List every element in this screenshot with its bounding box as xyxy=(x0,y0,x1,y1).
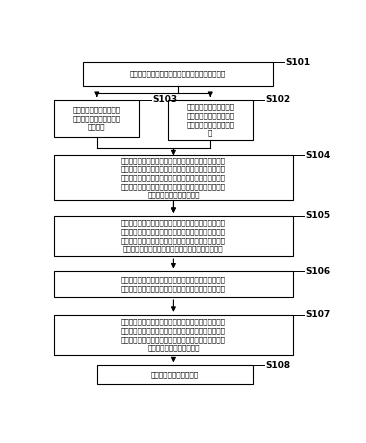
Text: S107: S107 xyxy=(305,310,330,319)
Text: S105: S105 xyxy=(305,211,330,220)
Text: S103: S103 xyxy=(152,95,177,105)
Text: 根据上述预期股债比例、用户行业配置偏好信息以及景
气行业的权重，从基础基金池、行业基金池、重仓股基
金池以及可替代基金池中选择使得基金组合股债比例趋
于上述预期: 根据上述预期股债比例、用户行业配置偏好信息以及景 气行业的权重，从基础基金池、行… xyxy=(121,319,226,351)
Text: S108: S108 xyxy=(266,361,291,370)
Bar xyxy=(97,365,253,384)
Text: S104: S104 xyxy=(305,151,330,160)
Text: 获得用户的持仓标的信息以及用户的交易行为信息: 获得用户的持仓标的信息以及用户的交易行为信息 xyxy=(130,71,226,77)
Text: 为上述用户配置基金组合: 为上述用户配置基金组合 xyxy=(151,371,199,378)
Text: 根据用户的持仓标的中基金的投资风格、用户未持有基
金的基金收益和基金风险特征，确定用户未持有基金中
与用户持有基金相匹配的第一基金，根据基金收益和基
金风险特征: 根据用户的持仓标的中基金的投资风格、用户未持有基 金的基金收益和基金风险特征，确… xyxy=(121,157,226,198)
Bar xyxy=(83,62,273,85)
Bar xyxy=(54,272,292,297)
Bar xyxy=(54,216,292,256)
Bar xyxy=(54,100,139,137)
Text: 根据上述持仓标的信息和
上述交易行为信息，确定
用户的收益预期和风险预
期: 根据上述持仓标的信息和 上述交易行为信息，确定 用户的收益预期和风险预 期 xyxy=(186,104,234,136)
Text: 对上述持仓标的信息进行
分析，得到用户行业配置
偏好信息: 对上述持仓标的信息进行 分析，得到用户行业配置 偏好信息 xyxy=(73,106,121,130)
Bar xyxy=(168,100,253,140)
Text: S102: S102 xyxy=(266,95,291,105)
Text: 根据用户的持仓标的中的重仓股，确定最新报告期内持
有的预设数量个重仓股与用户持有重仓股相匹配的第三
基金，根据基金收益和基金风险特征从第三基金中选择
第四基金，: 根据用户的持仓标的中的重仓股，确定最新报告期内持 有的预设数量个重仓股与用户持有… xyxy=(121,220,226,252)
Text: S101: S101 xyxy=(285,58,311,67)
Bar xyxy=(54,315,292,355)
Text: S106: S106 xyxy=(305,267,330,276)
Text: 根据上述收益预期和风险预期，确认待为用户配置基金
组合的股权资产和债权资产的比例，作为预期股债比例: 根据上述收益预期和风险预期，确认待为用户配置基金 组合的股权资产和债权资产的比例… xyxy=(121,276,226,292)
Bar xyxy=(54,155,292,200)
